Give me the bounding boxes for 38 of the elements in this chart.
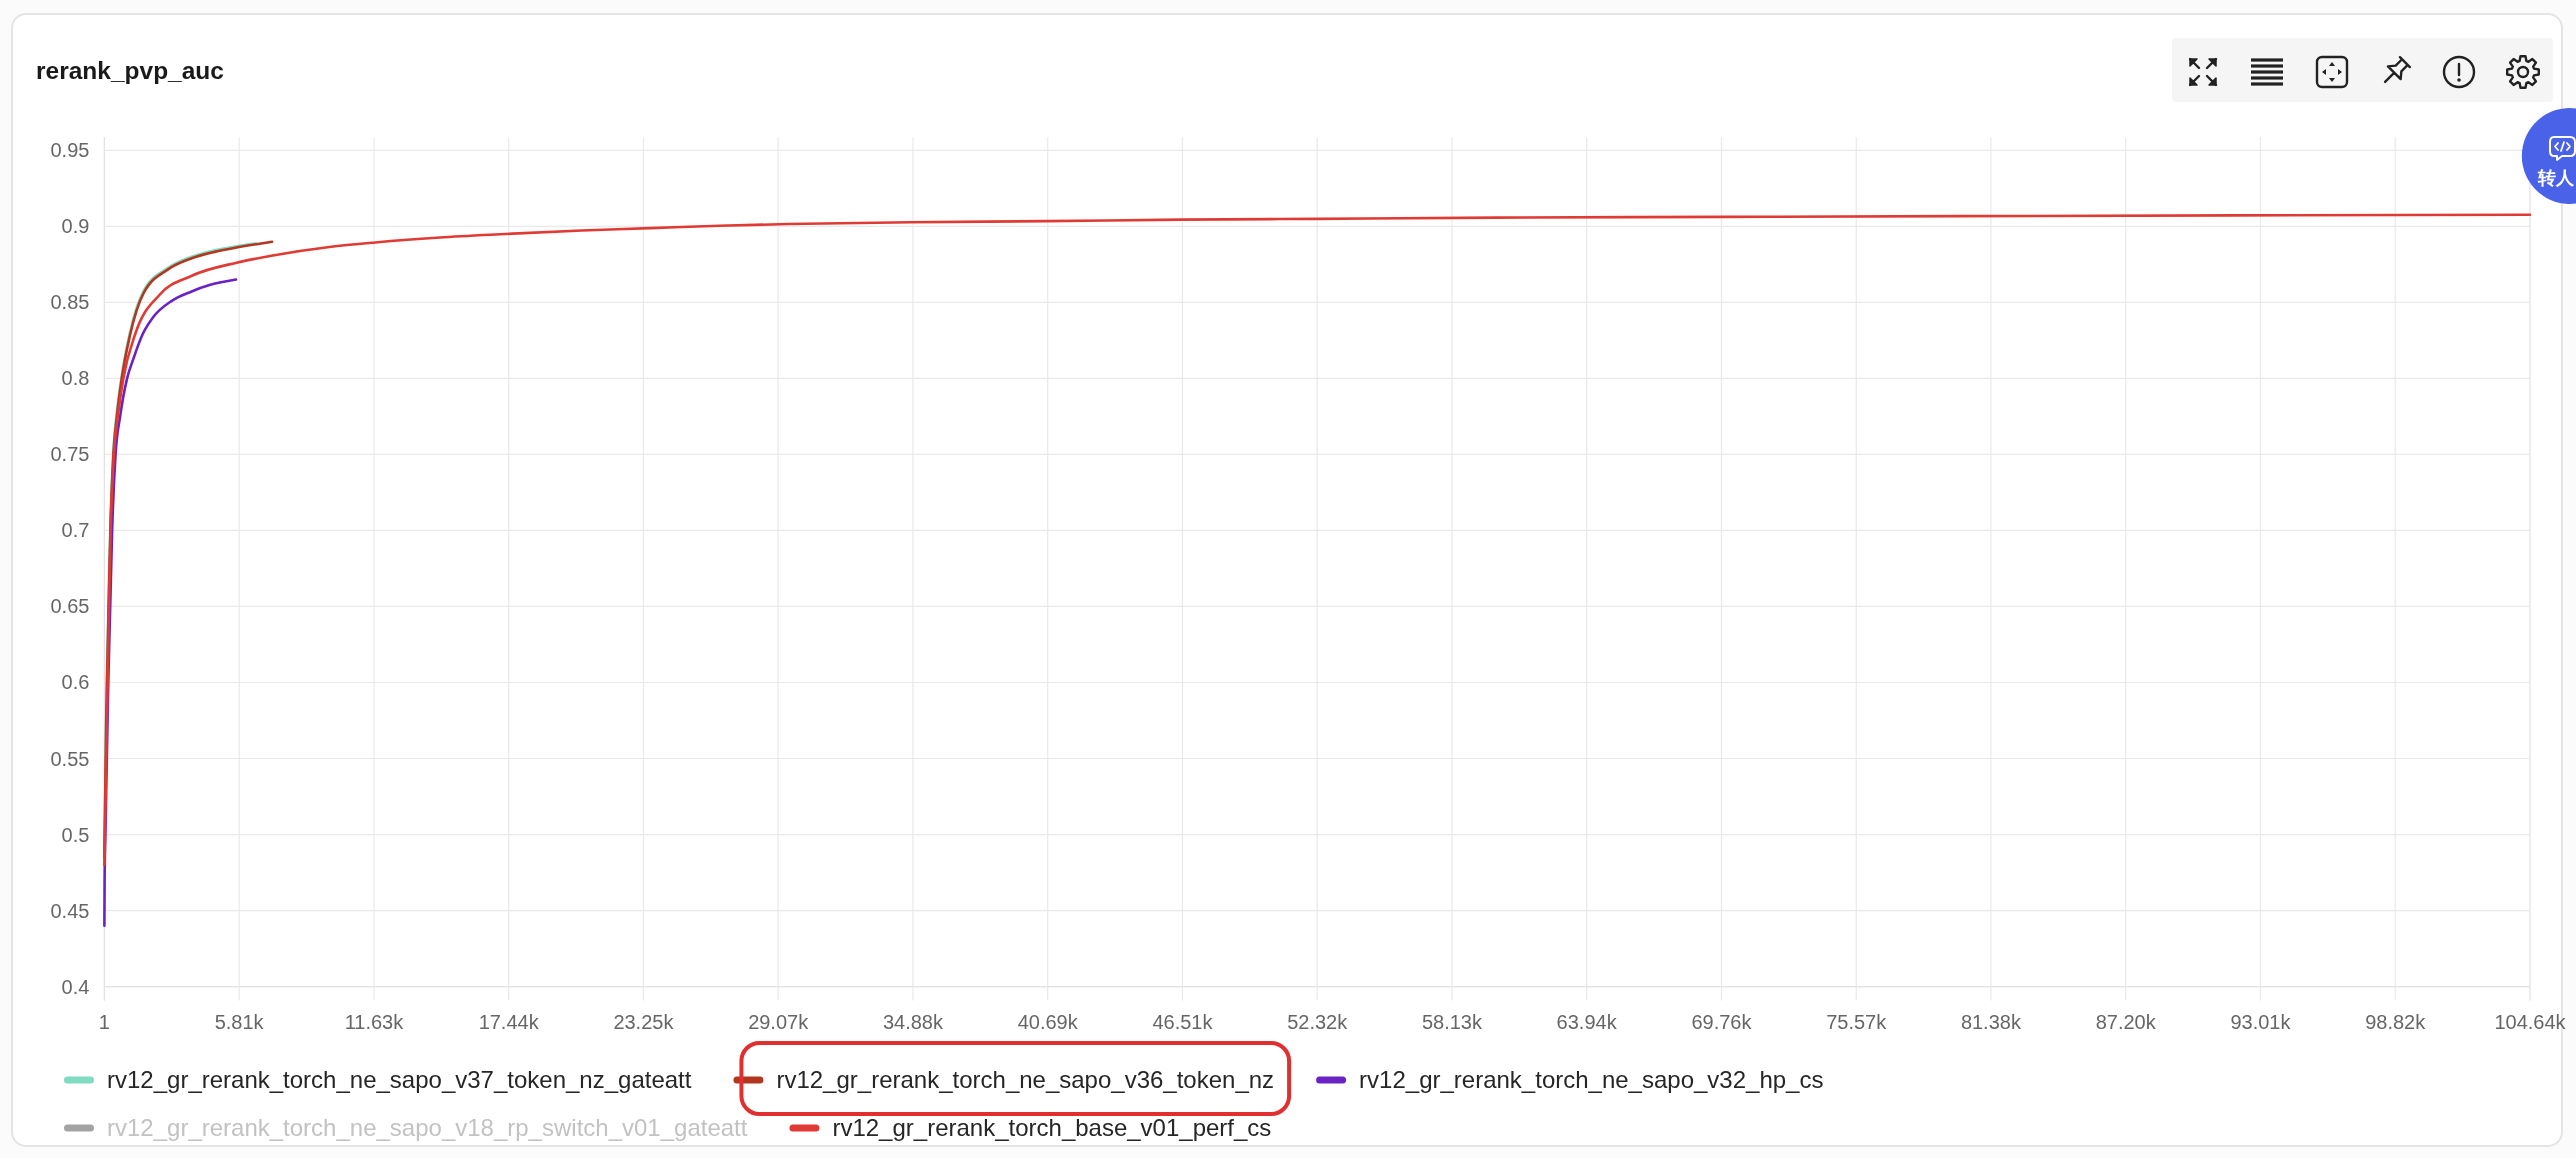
y-tick-label: 0.8 [61,367,90,390]
x-tick-label: 34.88k [882,1010,944,1033]
x-tick-label: 23.25k [613,1010,675,1033]
x-tick-label: 29.07k [748,1010,810,1033]
x-tick-label: 5.81k [214,1010,265,1033]
x-tick-label: 17.44k [478,1010,540,1033]
x-tick-label: 69.76k [1691,1010,1753,1033]
y-tick-label: 0.7 [61,519,90,542]
x-tick-label: 46.51k [1152,1010,1214,1033]
legend-label: rv12_gr_rerank_torch_ne_sapo_v32_hp_cs [1359,1066,1824,1094]
legend-label: rv12_gr_rerank_torch_ne_sapo_v18_rp_switch_v01_gateatt [107,1114,748,1142]
y-tick-label: 0.4 [61,975,90,998]
y-tick-label: 0.75 [50,443,90,466]
chart-title: rerank_pvp_auc [36,57,224,84]
y-tick-label: 0.85 [50,291,90,314]
y-tick-label: 0.5 [61,823,90,846]
y-tick-label: 0.9 [61,215,90,238]
x-tick-label: 1 [98,1010,110,1033]
x-tick-label: 75.57k [1826,1010,1888,1033]
y-tick-label: 0.6 [61,671,90,694]
x-tick-label: 40.69k [1017,1010,1079,1033]
x-tick-label: 98.82k [2365,1010,2427,1033]
x-tick-label: 11.63k [344,1010,405,1033]
x-tick-label: 58.13k [1421,1010,1483,1033]
y-tick-label: 0.65 [50,595,90,618]
x-tick-label: 52.32k [1287,1010,1349,1033]
legend-label: rv12_gr_rerank_torch_base_v01_perf_cs [832,1114,1272,1142]
legend-label: rv12_gr_rerank_torch_ne_sapo_v37_token_nz_gateatt [107,1066,692,1094]
x-tick-label: 93.01k [2230,1010,2292,1033]
text: 转人 [2537,168,2575,188]
y-tick-label: 0.45 [50,899,90,922]
x-tick-label: 81.38k [1960,1010,2022,1033]
x-tick-label: 87.20k [2095,1010,2157,1033]
y-tick-label: 0.55 [50,747,90,770]
legend-label: rv12_gr_rerank_torch_ne_sapo_v36_token_nz [776,1066,1275,1094]
x-tick-label: 104.64k [2494,1010,2567,1033]
y-tick-label: 0.95 [50,139,90,162]
x-tick-label: 63.94k [1556,1010,1618,1033]
